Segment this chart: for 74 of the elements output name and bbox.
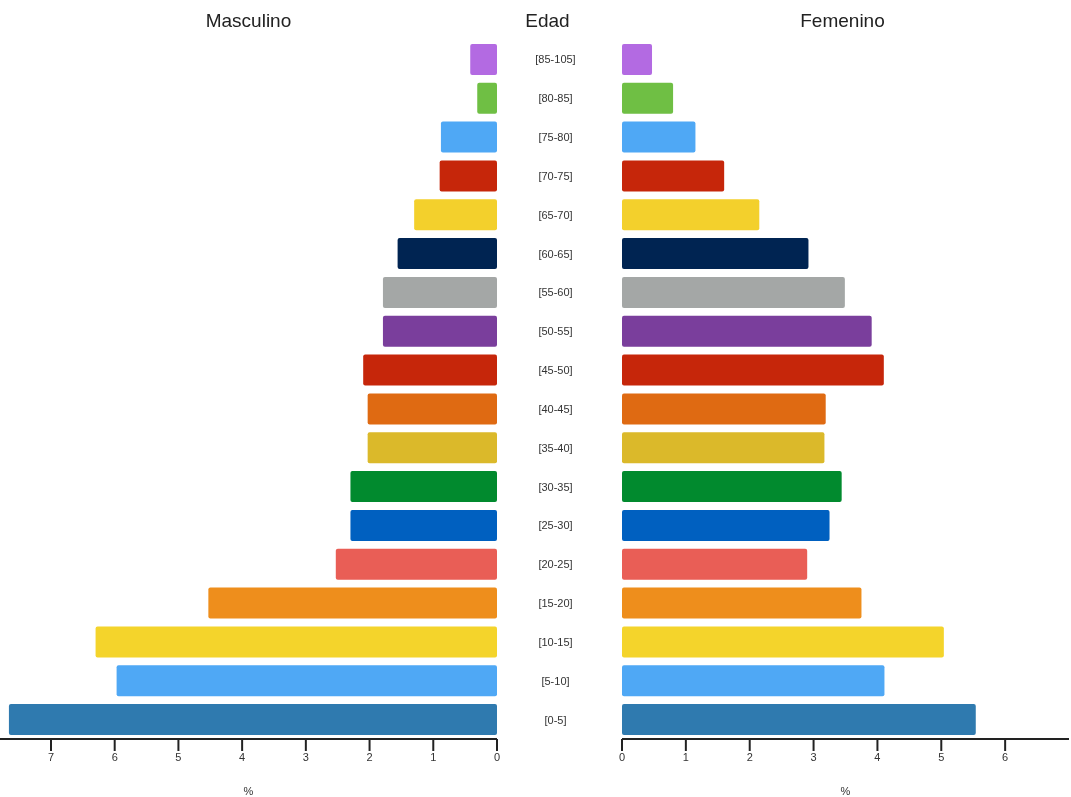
bar xyxy=(350,509,497,541)
bar xyxy=(367,393,497,425)
y-tick-label: [80-85] xyxy=(538,92,573,105)
bar xyxy=(622,276,845,308)
bar xyxy=(350,471,497,503)
bar xyxy=(622,82,674,114)
bar xyxy=(208,587,497,619)
y-tick-label: [10-15] xyxy=(538,635,573,648)
x-tick-label: 3 xyxy=(302,750,309,763)
bar xyxy=(622,704,976,736)
bar xyxy=(382,315,497,347)
x-tick-label: 7 xyxy=(47,750,55,763)
bar xyxy=(622,238,809,270)
x-tick-label: 0 xyxy=(618,750,626,763)
bar xyxy=(382,276,497,308)
bar xyxy=(335,548,497,580)
bar xyxy=(367,432,497,464)
y-tick-label: [5-10] xyxy=(541,674,570,687)
bar xyxy=(439,160,497,192)
x-tick-label: 1 xyxy=(682,750,689,763)
y-axis-title: Edad xyxy=(524,10,571,32)
bar xyxy=(622,121,696,153)
chart-title: Femenino xyxy=(799,10,886,32)
y-tick-label: [50-55] xyxy=(538,325,573,338)
bar xyxy=(622,43,653,75)
y-tick-label: [65-70] xyxy=(538,208,573,221)
y-tick-label: [20-25] xyxy=(538,558,573,571)
bar xyxy=(622,587,862,619)
x-tick-label: 6 xyxy=(111,750,118,763)
y-tick-label: [40-45] xyxy=(538,402,573,415)
x-tick-label: 4 xyxy=(239,750,246,763)
bar xyxy=(414,199,497,231)
bar xyxy=(622,626,944,658)
x-tick-label: 5 xyxy=(938,750,945,763)
y-tick-label: [25-30] xyxy=(538,519,573,532)
x-tick-label: 6 xyxy=(1002,750,1009,763)
x-tick-label: 1 xyxy=(430,750,437,763)
bar xyxy=(622,548,808,580)
y-tick-label: [35-40] xyxy=(538,441,573,454)
y-tick-label: [0-5] xyxy=(544,713,567,726)
x-tick-label: 0 xyxy=(493,750,501,763)
x-tick-label: 2 xyxy=(746,750,753,763)
bar xyxy=(622,665,885,697)
bar xyxy=(622,471,842,503)
bar xyxy=(116,665,497,697)
x-tick-label: 5 xyxy=(175,750,182,763)
bar xyxy=(622,432,825,464)
bar xyxy=(622,509,830,541)
bar xyxy=(622,393,826,425)
y-tick-label: [15-20] xyxy=(538,597,573,610)
x-axis-title: % xyxy=(840,785,851,797)
x-tick-label: 3 xyxy=(810,750,817,763)
bar xyxy=(8,704,497,736)
chart-title: Masculino xyxy=(204,10,293,32)
bar xyxy=(622,354,884,386)
x-tick-label: 4 xyxy=(874,750,881,763)
y-tick-label: [60-65] xyxy=(538,247,573,260)
bar xyxy=(622,315,872,347)
y-tick-label: [70-75] xyxy=(538,169,573,182)
y-tick-label: [55-60] xyxy=(538,286,573,299)
y-tick-label: [75-80] xyxy=(538,131,573,144)
y-tick-label: [45-50] xyxy=(538,364,573,377)
bar xyxy=(95,626,497,658)
bar xyxy=(477,82,497,114)
bar xyxy=(470,43,497,75)
x-tick-label: 2 xyxy=(366,750,373,763)
bar xyxy=(622,199,760,231)
bar xyxy=(397,238,497,270)
y-tick-label: [30-35] xyxy=(538,480,573,493)
y-tick-label: [85-105] xyxy=(535,53,576,66)
bar xyxy=(363,354,497,386)
bar xyxy=(440,121,497,153)
bar xyxy=(622,160,725,192)
x-axis-title: % xyxy=(243,785,254,797)
